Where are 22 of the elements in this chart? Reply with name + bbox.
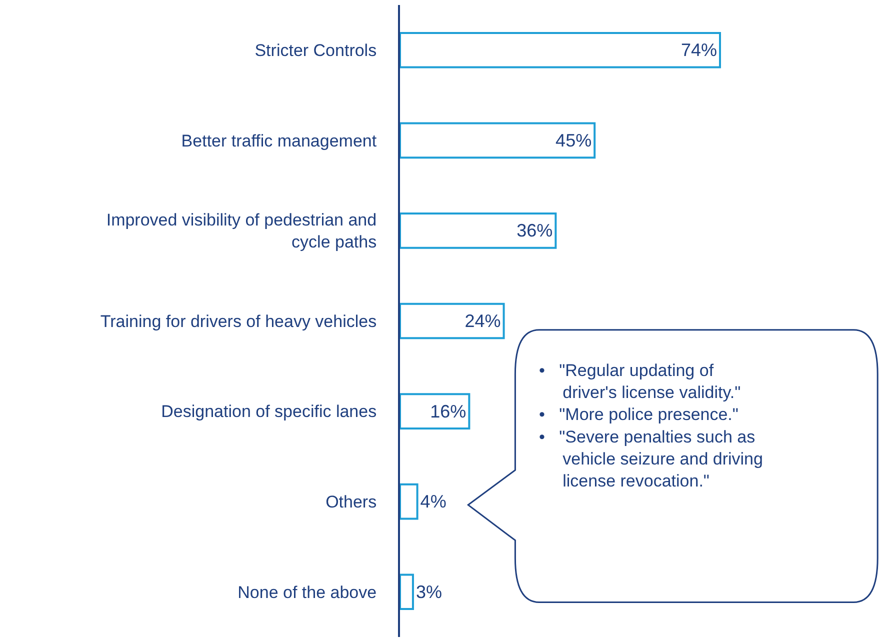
bar — [400, 393, 470, 430]
y-tick-label: Stricter Controls — [254, 41, 377, 60]
annotation: • "Regular updating of driver's license validity." • "More police presence." • "Severe penalties such as vehicle seizure and driving license revocation." — [539, 361, 763, 490]
bar — [400, 212, 557, 249]
y-tick-label: Training for drivers of heavy vehicles — [100, 312, 377, 331]
data-label: 74% — [680, 40, 717, 60]
bar — [400, 574, 414, 610]
data-label: 36% — [516, 220, 553, 241]
data-label: 45% — [556, 130, 592, 150]
y-tick-label: Improved visibility of pedestrian and cycle paths — [106, 210, 377, 252]
y-tick-label: Better traffic management — [181, 131, 377, 150]
y-tick-label: None of the above — [238, 582, 377, 602]
bar — [400, 302, 505, 340]
y-tick-label: Others — [326, 492, 377, 512]
data-label: 24% — [464, 311, 501, 331]
data-label: 3% — [416, 582, 442, 602]
data-label: 4% — [420, 492, 446, 512]
y-tick-label: Designation of specific lanes — [161, 402, 377, 422]
bar — [400, 32, 721, 68]
bar — [400, 122, 596, 159]
bar — [400, 483, 418, 520]
data-label: 16% — [430, 401, 466, 422]
